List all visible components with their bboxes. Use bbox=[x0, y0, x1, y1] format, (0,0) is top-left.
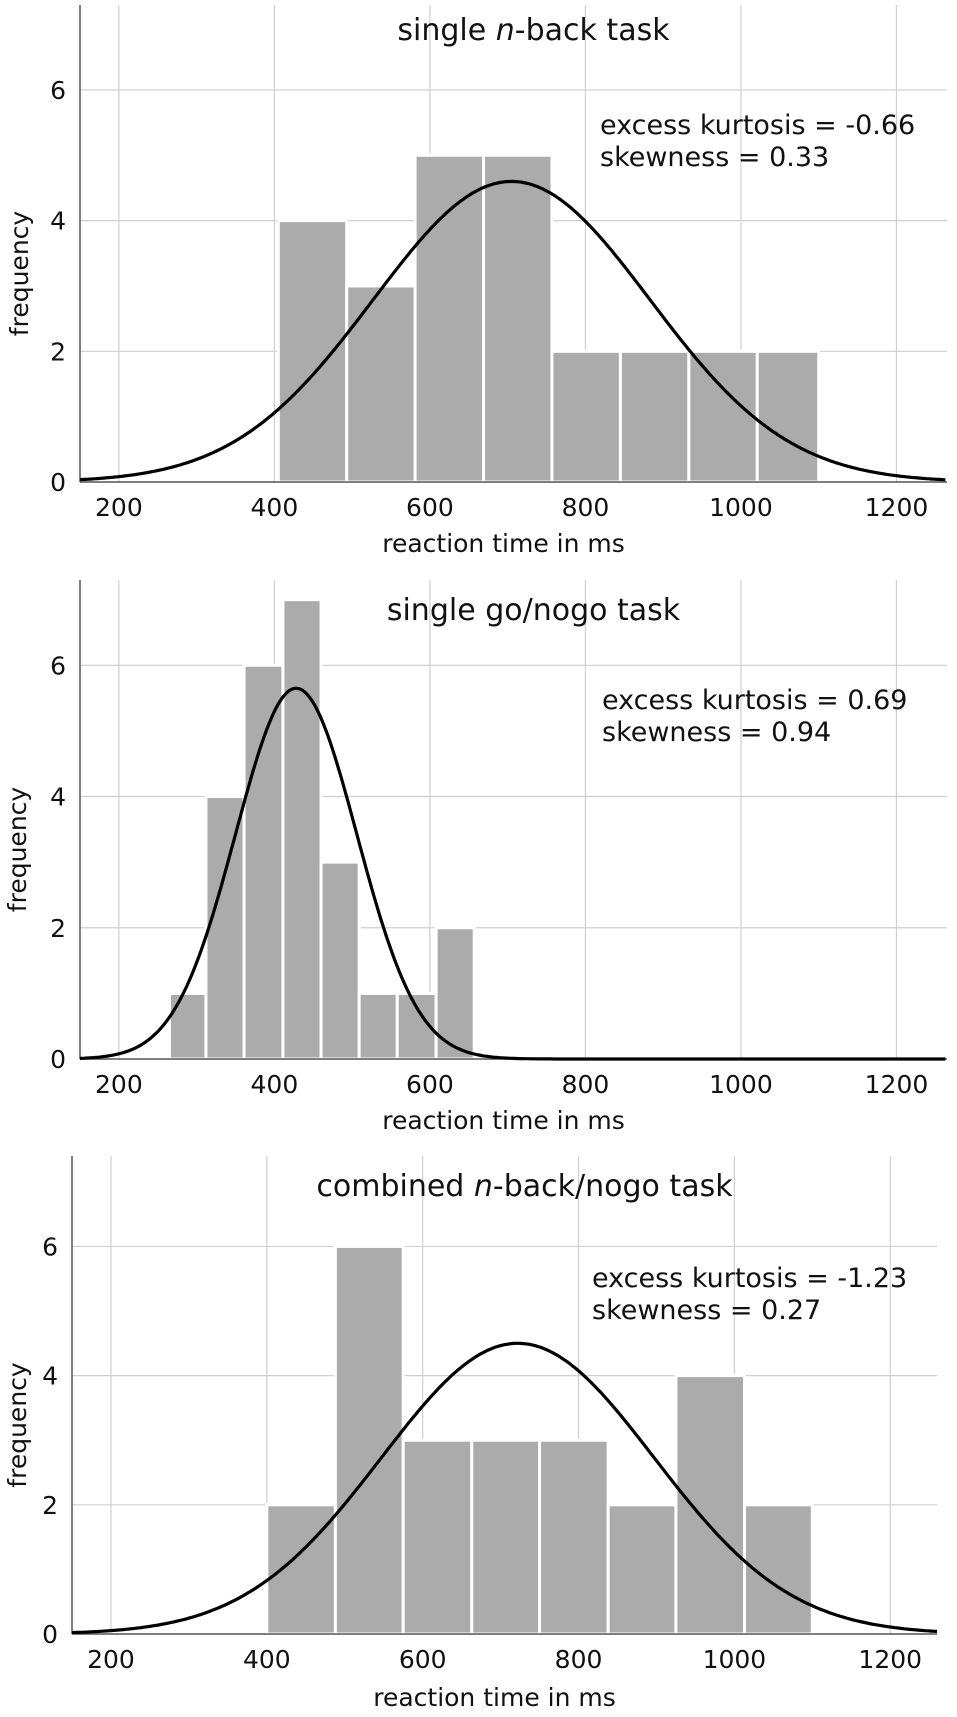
skewness-annotation: skewness = 0.94 bbox=[602, 717, 831, 748]
y-tick-label: 6 bbox=[50, 76, 66, 105]
histogram-bar bbox=[538, 1438, 610, 1636]
histogram-bar bbox=[204, 795, 246, 1061]
x-tick-label: 1000 bbox=[709, 493, 773, 522]
x-tick-label: 1200 bbox=[858, 1645, 922, 1674]
histogram-bar bbox=[357, 991, 399, 1061]
chart-title: single n-back task bbox=[397, 13, 670, 48]
histogram-chart-2: 200 400 600 800 1000 1200 0 2 4 6 reaction time in… bbox=[3, 580, 947, 1135]
chart-title-part: -back task bbox=[515, 13, 670, 48]
y-tick-label: 2 bbox=[50, 914, 66, 943]
histogram-bar bbox=[265, 1503, 337, 1636]
y-tick-label: 4 bbox=[50, 783, 66, 812]
chart-title-part: combined bbox=[316, 1169, 474, 1204]
chart-title-part: single go/nogo task bbox=[387, 593, 681, 628]
chart-title: single go/nogo task bbox=[387, 593, 681, 628]
x-tick-label: 400 bbox=[251, 1070, 299, 1099]
y-tick-label: 0 bbox=[42, 1620, 58, 1649]
histogram-bar bbox=[618, 349, 691, 484]
x-tick-label: 400 bbox=[251, 493, 299, 522]
normal-fit-curve bbox=[71, 1341, 938, 1635]
y-tick-label: 0 bbox=[50, 468, 66, 497]
skewness-annotation: skewness = 0.33 bbox=[600, 142, 829, 173]
histogram-bar bbox=[470, 1438, 542, 1636]
histogram-bar bbox=[281, 598, 323, 1061]
x-tick-label: 1200 bbox=[865, 1070, 929, 1099]
chart-title-part: n bbox=[474, 1169, 493, 1204]
x-tick-label: 600 bbox=[406, 493, 454, 522]
y-tick-label: 0 bbox=[50, 1045, 66, 1074]
x-tick-label: 1000 bbox=[703, 1645, 767, 1674]
x-axis-label: reaction time in ms bbox=[382, 1106, 625, 1135]
histogram-bar bbox=[606, 1503, 678, 1636]
x-tick-label: 200 bbox=[95, 1070, 143, 1099]
histogram-bar bbox=[482, 153, 554, 484]
y-axis-label: frequency bbox=[3, 1362, 32, 1488]
normal-fit-curve bbox=[79, 686, 946, 1061]
chart-title-part: -back/nogo task bbox=[493, 1169, 733, 1204]
x-tick-label: 200 bbox=[87, 1645, 135, 1674]
histogram-bar bbox=[319, 860, 361, 1061]
y-tick-label: 2 bbox=[50, 337, 66, 366]
histogram-bar bbox=[401, 1438, 474, 1636]
x-tick-label: 800 bbox=[562, 493, 610, 522]
histogram-chart-1: 200 400 600 800 1000 1200 0 2 4 6 reaction time in… bbox=[5, 5, 947, 558]
histogram-bar bbox=[687, 349, 759, 484]
normal-fit-curve bbox=[79, 179, 946, 482]
kurtosis-annotation: excess kurtosis = -1.23 bbox=[592, 1263, 907, 1294]
y-tick-label: 6 bbox=[50, 651, 66, 680]
histogram-bar bbox=[550, 349, 622, 484]
x-tick-label: 200 bbox=[95, 493, 143, 522]
histogram-bar bbox=[755, 349, 821, 484]
x-tick-label: 400 bbox=[243, 1645, 291, 1674]
y-tick-label: 4 bbox=[42, 1362, 58, 1391]
y-tick-label: 2 bbox=[42, 1491, 58, 1520]
y-tick-label: 6 bbox=[42, 1232, 58, 1261]
kurtosis-annotation: excess kurtosis = 0.69 bbox=[602, 685, 907, 716]
histogram-bar bbox=[345, 284, 417, 484]
histogram-chart-3: 200 400 600 800 1000 1200 0 2 4 6 reaction time in… bbox=[3, 1156, 938, 1712]
y-tick-label: 4 bbox=[50, 207, 66, 236]
y-axis-label: frequency bbox=[3, 787, 32, 913]
chart-title-part: n bbox=[496, 13, 515, 48]
x-tick-label: 1200 bbox=[865, 493, 929, 522]
histogram-bar bbox=[167, 991, 208, 1061]
x-axis-label: reaction time in ms bbox=[382, 529, 625, 558]
x-axis-label: reaction time in ms bbox=[373, 1683, 616, 1712]
x-tick-label: 800 bbox=[562, 1070, 610, 1099]
x-tick-label: 600 bbox=[399, 1645, 447, 1674]
x-tick-label: 800 bbox=[555, 1645, 603, 1674]
histogram-bar bbox=[674, 1374, 747, 1636]
kurtosis-annotation: excess kurtosis = -0.66 bbox=[600, 110, 915, 141]
histogram-bar bbox=[242, 663, 285, 1061]
histogram-bar bbox=[276, 219, 349, 484]
y-axis-label: frequency bbox=[5, 211, 34, 337]
x-tick-label: 600 bbox=[406, 1070, 454, 1099]
chart-title-part: single bbox=[397, 13, 495, 48]
histogram-bar bbox=[413, 153, 486, 484]
x-tick-label: 1000 bbox=[709, 1070, 773, 1099]
skewness-annotation: skewness = 0.27 bbox=[592, 1295, 821, 1326]
chart-title: combined n-back/nogo task bbox=[316, 1169, 733, 1204]
